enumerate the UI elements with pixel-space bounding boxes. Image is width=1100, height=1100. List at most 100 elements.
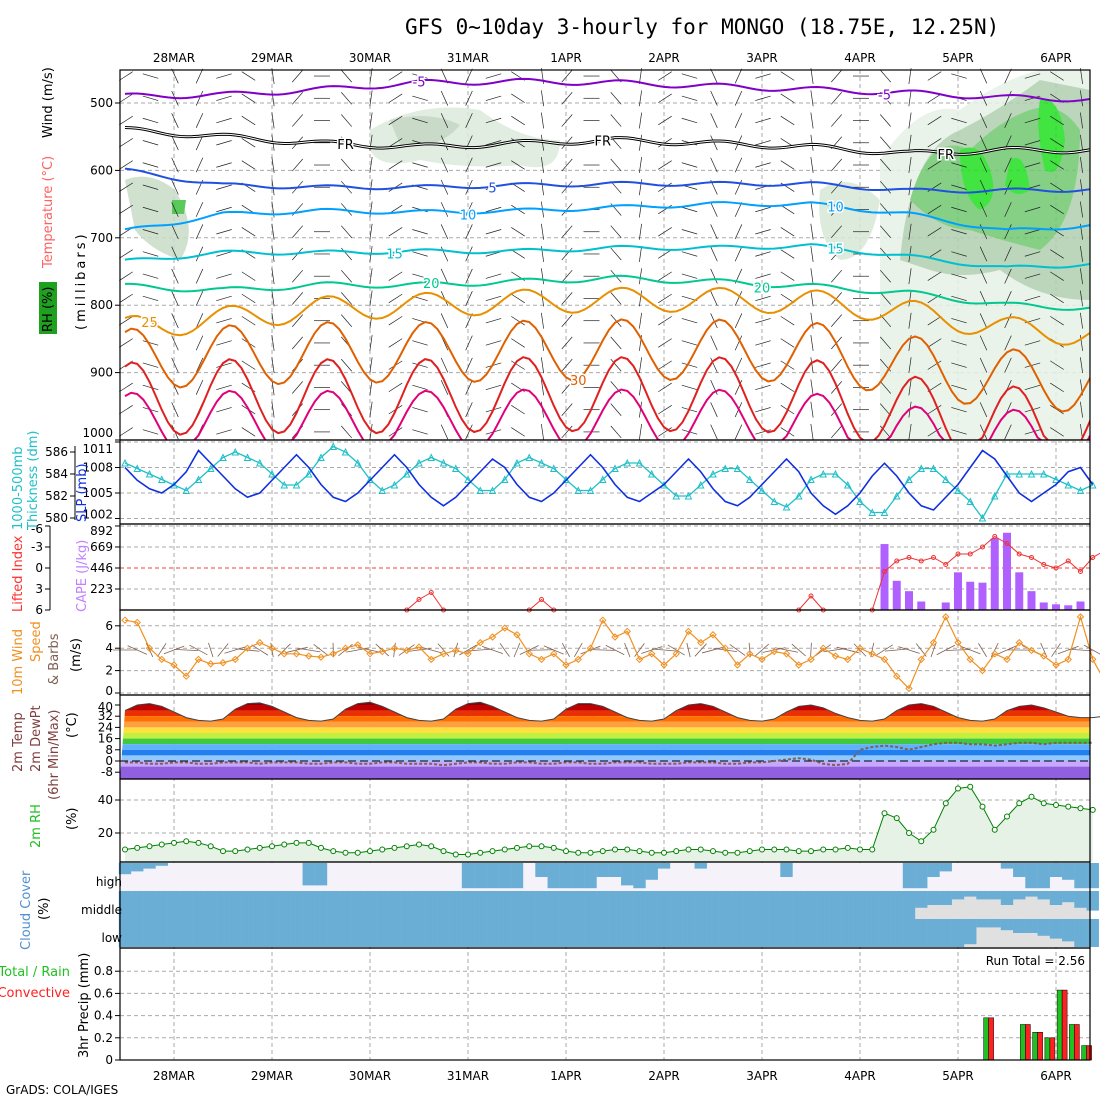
wind-barb: [142, 251, 159, 257]
wind-barb: [780, 382, 795, 393]
thickness-point: [672, 491, 681, 500]
temp-band: [120, 749, 1090, 756]
wind-speed-point: [280, 650, 288, 658]
cloud-label: Cloud Cover: [19, 870, 34, 950]
wind-speed-point: [268, 644, 276, 652]
wind-barb: [195, 113, 204, 128]
rh-point: [942, 800, 949, 807]
precip-tick-label: 0.8: [94, 964, 113, 978]
wind-barb: [271, 401, 275, 418]
rh-point: [869, 846, 876, 853]
thickness-point: [905, 475, 913, 483]
cloud-bar-high: [498, 863, 511, 889]
wind-barb: [755, 117, 771, 124]
cloud-bar-middle: [743, 891, 756, 919]
cloud-bar-middle: [1025, 891, 1038, 897]
wind-barb: [1050, 138, 1064, 148]
wind-barb: [734, 224, 743, 240]
cape-bar: [1039, 602, 1048, 610]
wind-barb: [171, 113, 179, 128]
wind-barb: [142, 162, 159, 168]
date-label-bottom: 6APR: [1040, 1069, 1071, 1083]
cloud-bar-high: [633, 863, 646, 889]
wind-barb: [216, 95, 232, 101]
precip-units-label: 3hr Precip (mm): [77, 953, 92, 1058]
wind-tick-label: 4: [105, 641, 113, 655]
cloud-bar-middle: [645, 891, 658, 919]
wind-barb: [511, 227, 525, 237]
wind-barb: [465, 291, 473, 306]
cloud-bar-low: [461, 919, 475, 947]
pressure-tick-label: 1000: [82, 426, 113, 440]
wind-speed-point: [562, 661, 570, 669]
cloud-bar-low: [731, 919, 744, 947]
li-line: [798, 595, 824, 611]
wind-barb: [485, 273, 502, 279]
precip-convective-bar: [1086, 1045, 1092, 1061]
rh-point: [575, 849, 582, 856]
surface-wind-barb: [157, 643, 167, 657]
wind-barb: [979, 157, 988, 173]
thickness-point: [1052, 475, 1060, 483]
cloud-bar-low: [1062, 919, 1075, 942]
wind-speed-point: [746, 650, 754, 658]
wind-barb: [241, 115, 256, 126]
wind10-speed-label: Speed: [29, 621, 44, 662]
thickness-point: [745, 475, 754, 483]
cloud-bar-middle: [621, 891, 634, 919]
wind-barb: [810, 290, 814, 307]
surface-wind-barb: [145, 642, 154, 658]
wind-barb: [369, 68, 373, 85]
wind-barb: [465, 68, 473, 84]
wind-barb: [388, 71, 403, 81]
wind-barb: [879, 203, 892, 216]
thickness-point: [415, 458, 423, 467]
cloud-bar-low: [400, 919, 413, 947]
wind-barb: [369, 268, 373, 285]
wind-barb: [658, 338, 672, 348]
rh-point: [991, 826, 998, 833]
wind-barb: [810, 134, 814, 151]
wind-barb: [369, 312, 373, 329]
wind-barb: [388, 338, 403, 348]
wind-barb: [1050, 71, 1064, 81]
wind-speed-point: [501, 624, 509, 632]
cloud-bar-middle: [412, 891, 426, 919]
thickness-point: [586, 486, 595, 494]
wind-barb: [951, 407, 967, 413]
wind-barb: [271, 157, 275, 173]
wind-barb: [388, 316, 403, 326]
cloud-bar-high: [535, 863, 548, 877]
wind-barb: [908, 179, 912, 196]
rh-point: [146, 843, 153, 850]
cape-bar: [966, 581, 975, 610]
wind-barb: [561, 92, 573, 105]
thickness-tick-label: 584: [45, 467, 68, 481]
cloud-bar-middle: [523, 891, 536, 919]
precip-tick-label: 0.2: [94, 1031, 113, 1045]
temp-band: [120, 738, 1090, 745]
wind-barb: [1080, 246, 1083, 262]
wind-speed-point: [844, 655, 852, 664]
wind-barb: [119, 405, 133, 415]
wind-barb: [755, 251, 771, 257]
wind-barb: [780, 160, 795, 170]
pressure-tick-label: 800: [90, 298, 113, 312]
wind-speed-point: [513, 631, 521, 639]
cape-bar: [1052, 604, 1060, 610]
temp-tick-label: -8: [101, 765, 113, 779]
thickness-point: [941, 475, 950, 483]
thickness-point: [133, 464, 142, 472]
cloud-bar-low: [694, 919, 707, 947]
wind-barb: [879, 403, 892, 416]
cloud-bar-low: [1074, 919, 1087, 947]
cloud-bar-middle: [804, 891, 818, 919]
cloud-bar-middle: [939, 891, 952, 905]
wind-barb: [1004, 357, 1012, 373]
thickness-point: [353, 458, 362, 467]
wind-barb: [119, 427, 133, 437]
wind-barb: [485, 73, 502, 79]
rh-point: [820, 846, 827, 853]
cloud-bar-low: [376, 919, 389, 947]
wind-barb: [440, 224, 449, 240]
